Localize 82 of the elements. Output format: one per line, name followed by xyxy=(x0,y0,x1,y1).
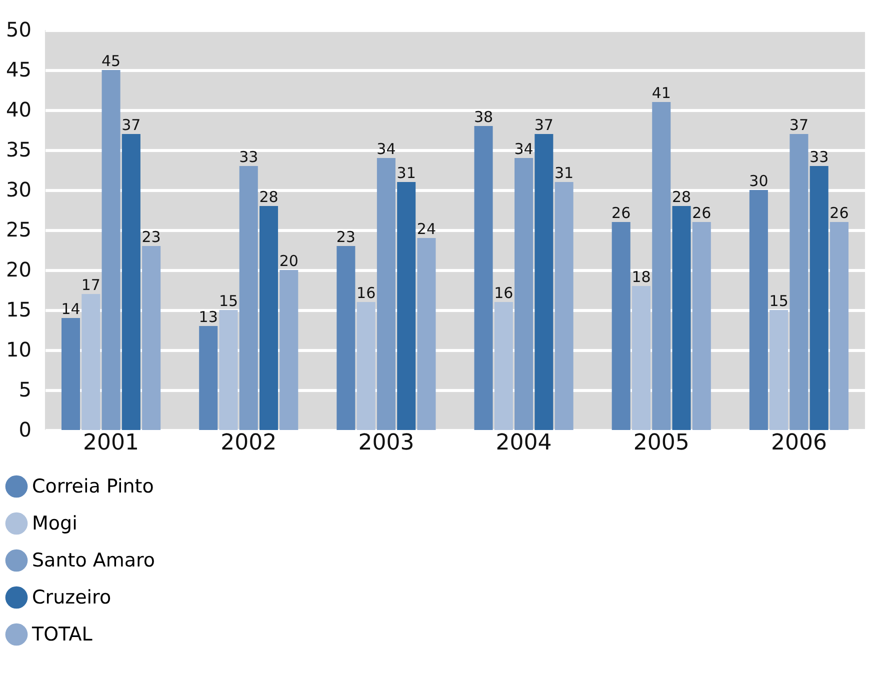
data-label: 16 xyxy=(356,284,376,302)
bar xyxy=(356,302,376,430)
data-label: 37 xyxy=(534,116,554,134)
bar xyxy=(770,310,788,430)
data-label: 38 xyxy=(474,108,494,126)
bar xyxy=(790,134,808,430)
data-label: 13 xyxy=(198,308,218,326)
data-label: 26 xyxy=(830,204,849,222)
bar xyxy=(219,310,238,430)
bar xyxy=(692,222,711,430)
data-label: 30 xyxy=(749,172,768,190)
y-tick-label: 15 xyxy=(6,298,32,322)
data-label: 41 xyxy=(652,84,671,102)
bar xyxy=(336,246,356,430)
bar xyxy=(62,318,80,430)
data-label: 23 xyxy=(142,228,161,246)
y-tick-label: 0 xyxy=(18,418,32,442)
x-tick-label: 2003 xyxy=(358,430,414,456)
bar xyxy=(830,222,848,430)
bar xyxy=(102,70,120,430)
bar xyxy=(397,182,416,430)
x-tick-label: 2001 xyxy=(83,430,140,456)
bar xyxy=(554,182,574,430)
legend-label: Mogi xyxy=(32,512,78,534)
bar xyxy=(749,190,768,430)
data-label: 45 xyxy=(101,52,121,70)
bar xyxy=(612,222,630,430)
y-tick-label: 50 xyxy=(6,18,32,42)
data-label: 18 xyxy=(632,268,651,286)
bar xyxy=(122,134,140,430)
y-tick-label: 35 xyxy=(6,138,32,162)
x-tick-label: 2004 xyxy=(496,430,552,456)
data-label: 33 xyxy=(239,148,258,166)
y-tick-label: 40 xyxy=(6,98,32,122)
y-tick-label: 30 xyxy=(6,178,32,202)
data-label: 37 xyxy=(789,116,809,134)
bar xyxy=(632,286,651,430)
legend-label: Cruzeiro xyxy=(32,586,112,608)
data-label: 17 xyxy=(81,276,100,294)
data-label: 16 xyxy=(494,284,514,302)
data-label: 26 xyxy=(692,204,712,222)
bar xyxy=(82,294,100,430)
y-tick-label: 20 xyxy=(6,258,32,282)
data-label: 26 xyxy=(612,204,631,222)
data-label: 33 xyxy=(810,148,829,166)
bar xyxy=(199,326,218,430)
data-label: 24 xyxy=(416,220,436,238)
y-tick-label: 10 xyxy=(6,338,32,362)
y-tick-label: 25 xyxy=(6,218,32,242)
legend-label: TOTAL xyxy=(31,624,93,646)
data-label: 14 xyxy=(61,300,80,318)
bar xyxy=(280,270,298,430)
bar xyxy=(376,158,396,430)
bar xyxy=(672,206,691,430)
bar xyxy=(142,246,161,430)
y-tick-label: 45 xyxy=(6,58,32,82)
x-tick-label: 2005 xyxy=(633,430,690,456)
data-label: 15 xyxy=(218,292,238,310)
bar xyxy=(652,102,671,430)
y-tick-label: 5 xyxy=(18,378,32,402)
x-tick-label: 2006 xyxy=(770,430,827,456)
bar xyxy=(514,158,534,430)
data-label: 28 xyxy=(259,188,278,206)
data-label: 23 xyxy=(336,228,356,246)
data-label: 31 xyxy=(396,164,416,182)
bar xyxy=(259,206,278,430)
data-label: 34 xyxy=(514,140,534,158)
bar xyxy=(239,166,258,430)
data-label: 37 xyxy=(122,116,141,134)
legend-label: Correia Pinto xyxy=(32,476,154,498)
data-label: 15 xyxy=(769,292,788,310)
data-label: 31 xyxy=(554,164,574,182)
data-label: 28 xyxy=(672,188,692,206)
legend-label: Santo Amaro xyxy=(32,550,156,572)
bar xyxy=(810,166,828,430)
x-tick-label: 2002 xyxy=(220,430,277,456)
bar xyxy=(534,134,554,430)
bar xyxy=(474,126,493,430)
bar xyxy=(417,238,436,430)
bar xyxy=(494,302,513,430)
data-label: 34 xyxy=(376,140,396,158)
data-label: 20 xyxy=(279,252,298,270)
